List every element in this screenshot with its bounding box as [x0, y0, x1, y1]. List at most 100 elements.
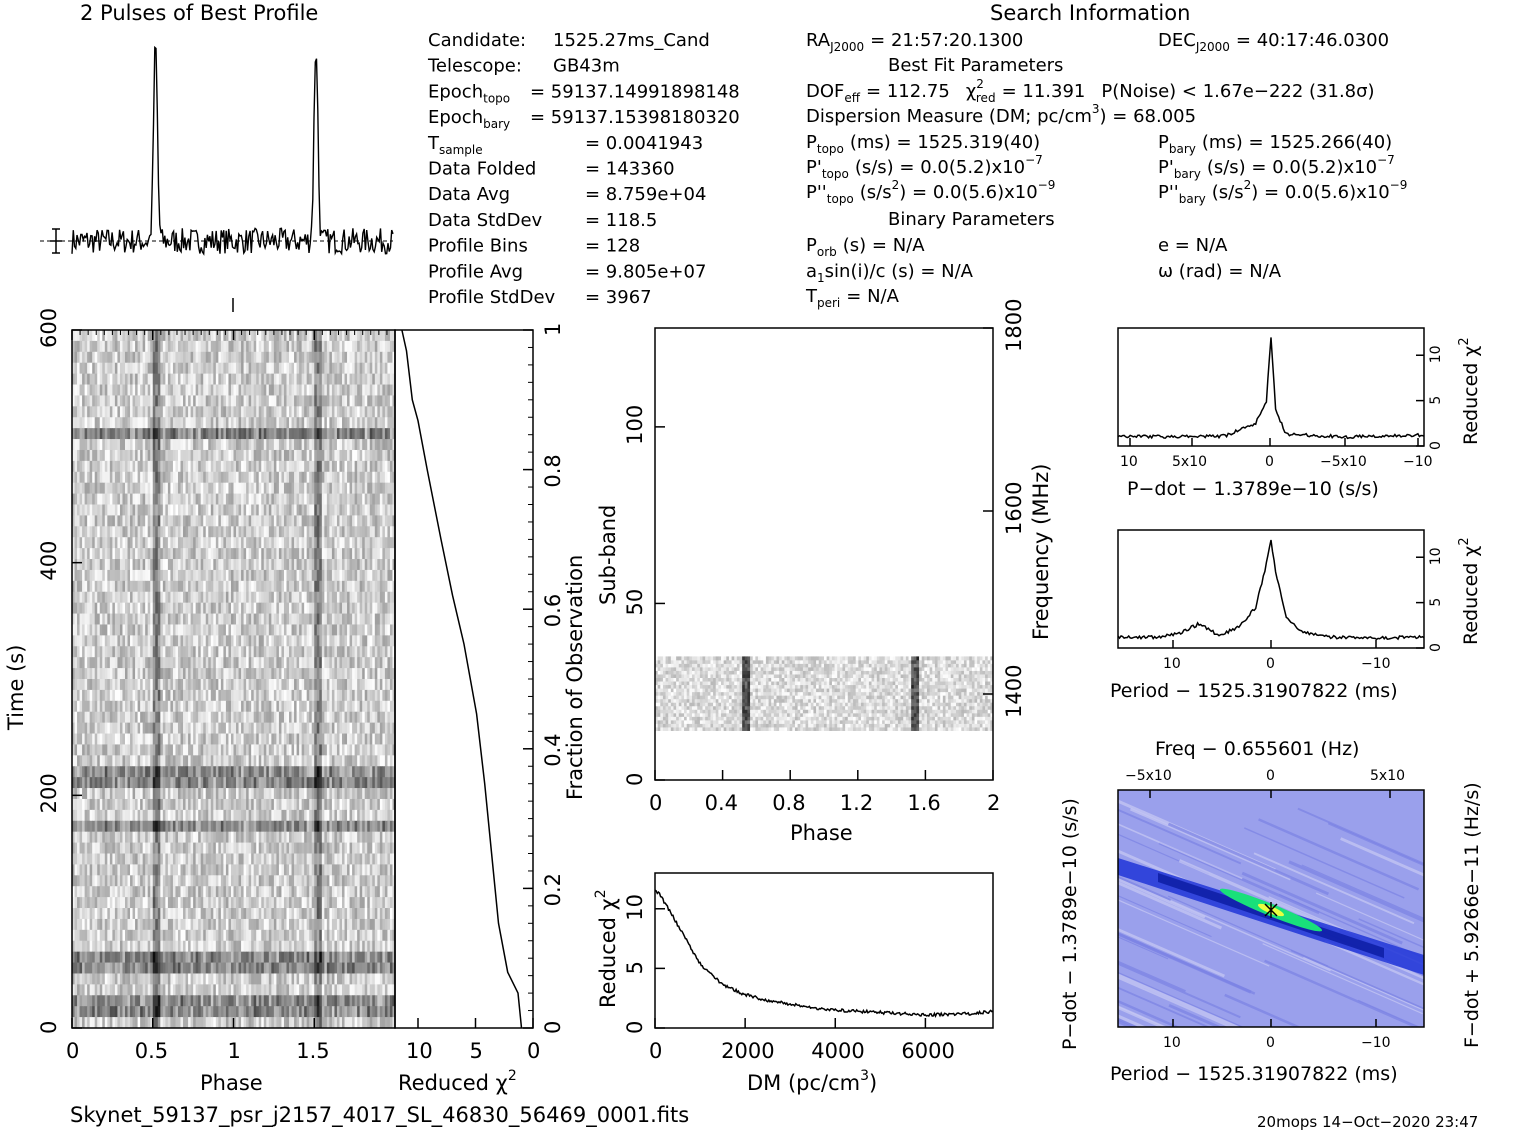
time-phase-cell: [248, 646, 252, 658]
time-phase-cell: [294, 439, 297, 451]
time-phase-cell: [246, 635, 250, 647]
time-phase-cell: [316, 340, 320, 353]
time-phase-cell: [326, 460, 330, 473]
time-phase-cell: [142, 330, 146, 342]
time-phase-cell: [294, 679, 297, 691]
time-phase-cell: [72, 504, 75, 516]
time-phase-cell: [94, 711, 98, 724]
time-phase-cell: [392, 613, 395, 625]
time-phase-cell: [251, 613, 255, 625]
time-phase-cell: [233, 482, 237, 494]
time-phase-cell: [253, 406, 257, 418]
time-phase-cell: [246, 362, 250, 375]
time-phase-cell: [289, 668, 292, 680]
time-phase-cell: [309, 515, 313, 527]
time-phase-cell: [243, 482, 247, 494]
time-phase-cell: [74, 504, 78, 516]
time-phase-cell: [256, 559, 260, 571]
time-phase-cell: [175, 330, 179, 342]
time-phase-cell: [268, 668, 272, 680]
time-phase-cell: [124, 580, 128, 593]
time-phase-cell: [344, 460, 348, 473]
time-phase-cell: [215, 515, 219, 527]
time-phase-cell: [273, 700, 277, 713]
time-phase-cell: [175, 526, 179, 538]
time-phase-cell: [258, 700, 262, 713]
time-phase-cell: [357, 646, 361, 658]
time-phase-cell: [152, 711, 156, 724]
time-phase-cell: [238, 504, 242, 516]
time-phase-cell: [253, 711, 257, 724]
time-phase-cell: [225, 406, 229, 418]
time-phase-cell: [84, 711, 88, 724]
time-phase-cell: [89, 330, 93, 342]
time-phase-cell: [248, 406, 252, 418]
time-phase-cell: [104, 602, 108, 614]
time-phase-cell: [256, 668, 260, 680]
time-phase-cell: [193, 559, 197, 571]
time-phase-cell: [251, 744, 255, 756]
time-phase-cell: [263, 711, 267, 724]
time-phase-cell: [314, 668, 318, 680]
time-phase-cell: [74, 548, 78, 560]
time-phase-cell: [364, 482, 368, 494]
time-phase-cell: [185, 340, 189, 353]
time-phase-cell: [389, 428, 393, 440]
time-phase-cell: [314, 395, 318, 407]
time-phase-cell: [286, 340, 290, 353]
time-phase-cell: [94, 428, 98, 440]
time-phase-cell: [109, 537, 113, 549]
time-phase-cell: [130, 635, 133, 647]
time-phase-cell: [334, 591, 338, 604]
time-phase-cell: [347, 624, 350, 636]
time-phase-cell: [349, 384, 353, 396]
time-phase-cell: [349, 548, 353, 560]
time-phase-cell: [198, 591, 202, 604]
time-phase-cell: [311, 471, 315, 484]
time-phase-cell: [200, 744, 204, 756]
time-phase-cell: [326, 449, 330, 462]
time-phase-cell: [109, 449, 113, 462]
time-phase-cell: [180, 330, 184, 342]
time-phase-cell: [331, 330, 335, 342]
time-phase-cell: [374, 439, 378, 451]
time-phase-cell: [384, 635, 388, 647]
time-phase-cell: [215, 689, 219, 702]
time-phase-cell: [107, 362, 111, 375]
time-phase-cell: [304, 700, 308, 713]
time-phase-cell: [362, 482, 366, 494]
time-phase-cell: [316, 733, 320, 745]
time-phase-cell: [172, 406, 176, 418]
time-phase-cell: [359, 340, 363, 353]
time-phase-cell: [309, 602, 313, 614]
time-phase-cell: [238, 733, 242, 745]
time-phase-cell: [382, 417, 386, 429]
time-phase-cell: [230, 711, 234, 724]
time-phase-cell: [74, 722, 78, 734]
time-phase-cell: [261, 635, 265, 647]
time-phase-cell: [372, 559, 376, 571]
time-phase-cell: [74, 613, 78, 625]
time-phase-cell: [130, 602, 133, 614]
time-phase-cell: [193, 449, 197, 462]
time-phase-cell: [155, 668, 159, 680]
time-phase-cell: [87, 679, 91, 691]
time-phase-cell: [301, 657, 305, 669]
time-phase-cell: [87, 624, 91, 636]
time-phase-cell: [352, 537, 356, 549]
time-phase-cell: [165, 744, 169, 756]
time-phase-cell: [281, 340, 285, 353]
time-phase-cell: [392, 569, 395, 582]
time-phase-cell: [301, 504, 305, 516]
time-phase-cell: [167, 384, 171, 396]
time-phase-cell: [304, 526, 308, 538]
time-phase-cell: [137, 384, 141, 396]
time-phase-cell: [331, 668, 335, 680]
time-phase-cell: [132, 624, 136, 636]
time-phase-cell: [208, 679, 212, 691]
time-phase-cell: [369, 700, 373, 713]
time-phase-cell: [281, 624, 285, 636]
time-phase-cell: [364, 340, 368, 353]
time-phase-cell: [336, 449, 340, 462]
time-phase-cell: [94, 460, 98, 473]
